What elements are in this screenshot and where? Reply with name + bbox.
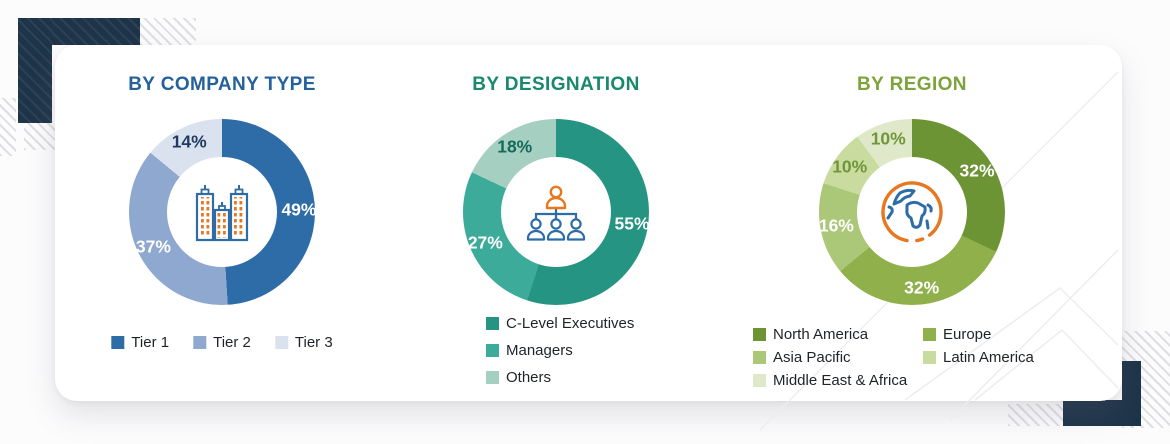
legend-label: Asia Pacific	[773, 349, 851, 366]
slice-label: 49%	[281, 199, 317, 220]
corner-hatch-decoration	[140, 18, 196, 45]
slice-label: 55%	[614, 213, 650, 234]
legend-company-type: Tier 1 Tier 2 Tier 3	[111, 334, 333, 351]
legend-swatch	[193, 336, 207, 349]
corner-hatch-decoration	[1008, 404, 1064, 426]
donut-hole	[167, 157, 277, 267]
legend-label: Others	[506, 369, 552, 386]
legend-item: Europe	[923, 326, 1034, 343]
donut-region: 32% 32% 16% 10% 10%	[819, 119, 1005, 305]
corner-navy-block	[1122, 361, 1141, 426]
slice-label: 10%	[870, 128, 906, 149]
legend-label: Middle East & Africa	[773, 372, 908, 389]
legend-item: Tier 1	[111, 334, 169, 351]
legend-label: C-Level Executives	[506, 315, 635, 332]
legend-item: C-Level Executives	[486, 315, 634, 332]
legend-item: Tier 2	[193, 334, 251, 351]
slice-label: 27%	[467, 232, 503, 253]
legend-label: Tier 1	[131, 334, 170, 351]
legend-item: Latin America	[923, 349, 1034, 366]
globe-icon	[881, 181, 943, 243]
legend-swatch	[753, 374, 766, 387]
legend-swatch	[274, 336, 288, 349]
legend-item: Managers	[486, 342, 634, 359]
legend-label: Latin America	[943, 349, 1034, 366]
donut-hole	[501, 157, 611, 267]
legend-designation: C-Level Executives Managers Others	[486, 315, 634, 386]
slice-label: 32%	[959, 160, 995, 181]
donut-designation: 55% 27% 18%	[463, 119, 650, 305]
slice-label: 32%	[904, 277, 940, 298]
slice-label: 18%	[497, 136, 533, 157]
legend-swatch	[753, 351, 766, 364]
legend-label: Managers	[506, 342, 573, 359]
chart-title: BY REGION	[857, 74, 967, 95]
legend-swatch	[486, 317, 499, 330]
chart-region: BY REGION 32% 32% 16% 10% 10%	[752, 74, 1072, 394]
slice-label: 10%	[832, 156, 868, 177]
legend-swatch	[923, 351, 936, 364]
legend-label: Tier 3	[294, 334, 333, 351]
legend-item: Middle East & Africa	[753, 372, 923, 389]
slice-label: 14%	[171, 131, 207, 152]
legend-item: Asia Pacific	[753, 349, 923, 366]
legend-swatch	[923, 328, 936, 341]
chart-designation: BY DESIGNATION 55% 27% 18%	[406, 74, 706, 394]
corner-navy-block	[18, 18, 52, 123]
legend-item: Tier 3	[274, 334, 333, 351]
donut-company-type: 49% 37% 14%	[129, 119, 317, 305]
legend-label: Europe	[943, 326, 992, 343]
chart-title: BY COMPANY TYPE	[128, 74, 316, 95]
donut-hole	[857, 157, 967, 267]
legend-label: Tier 2	[213, 334, 251, 351]
legend-region: North America Europe Asia Pacific Latin …	[753, 326, 1034, 389]
legend-swatch	[753, 328, 766, 341]
org-chart-icon	[526, 185, 586, 241]
slice-label: 16%	[818, 215, 854, 236]
legend-label: North America	[773, 326, 869, 343]
chart-company-type: BY COMPANY TYPE	[72, 74, 372, 394]
legend-swatch	[486, 371, 499, 384]
legend-item: North America	[753, 326, 923, 343]
slice-label: 37%	[135, 236, 171, 257]
buildings-icon	[195, 185, 249, 242]
legend-swatch	[111, 336, 125, 349]
legend-item: Others	[486, 369, 634, 386]
corner-hatch-decoration	[24, 123, 58, 150]
legend-swatch	[486, 344, 499, 357]
edge-hatch-decoration	[0, 98, 16, 156]
chart-title: BY DESIGNATION	[472, 74, 640, 95]
